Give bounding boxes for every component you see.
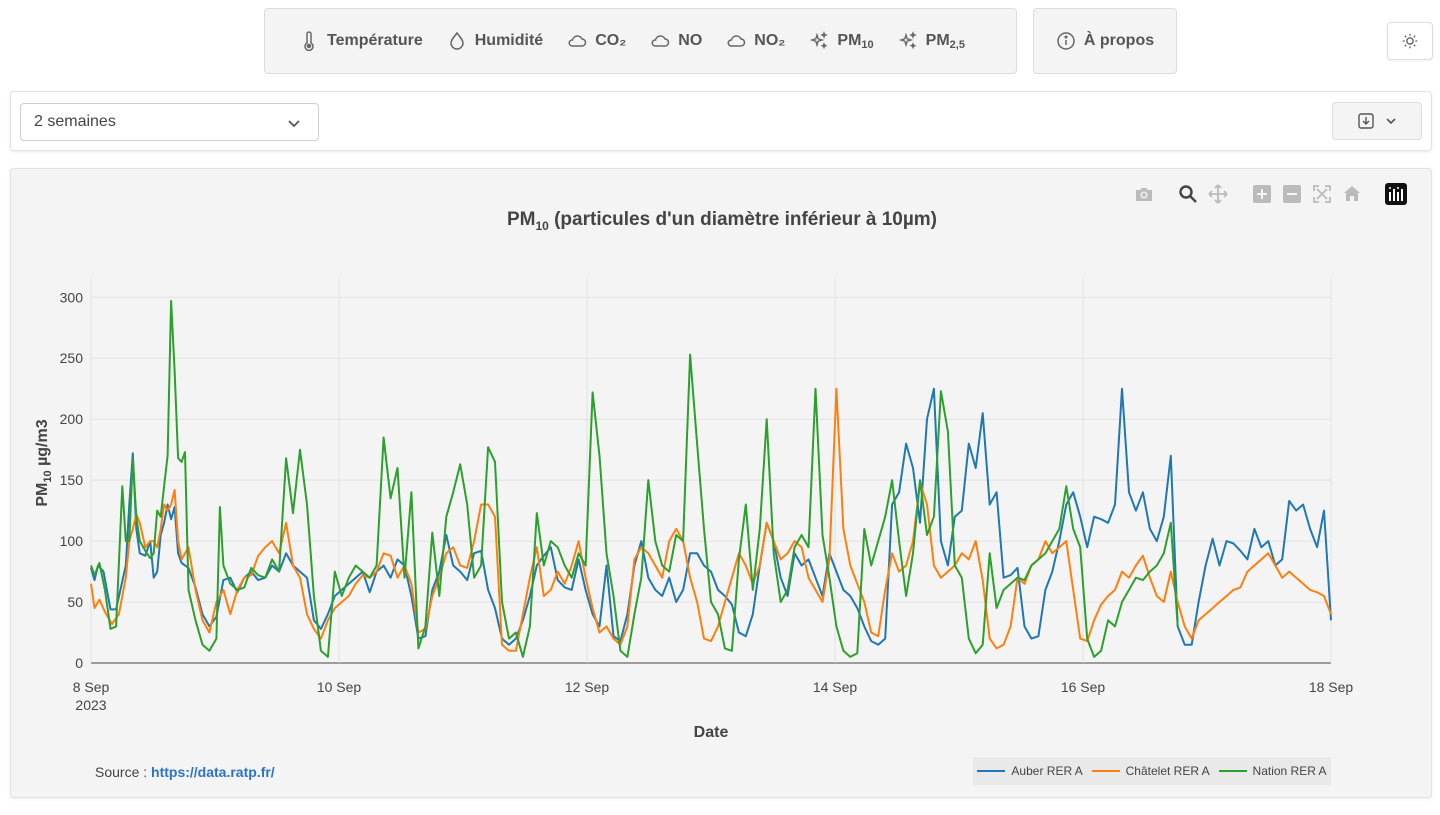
- sparkles-icon: [898, 31, 917, 50]
- y-tick-label: 0: [75, 655, 83, 671]
- y-axis-label: PM10 µg/m3: [34, 419, 54, 506]
- about-button[interactable]: À propos: [1033, 8, 1177, 74]
- x-tick-label: 14 Sep: [813, 679, 858, 695]
- cloud-icon: [651, 35, 670, 47]
- y-axis-label-sub: 10: [42, 470, 54, 482]
- nav-item-sub: 10: [861, 38, 874, 51]
- nav-item-no[interactable]: NO: [638, 21, 714, 61]
- zoom-in-icon[interactable]: [1251, 183, 1273, 205]
- y-axis-label-rest: µg/m3: [34, 419, 51, 470]
- zoom-out-icon[interactable]: [1281, 183, 1303, 205]
- chevron-down-icon: [1386, 118, 1396, 125]
- autoscale-icon[interactable]: [1311, 183, 1333, 205]
- chart-title-main: PM: [506, 209, 536, 230]
- y-tick-label: 50: [67, 594, 83, 610]
- thermometer-icon: [304, 31, 314, 51]
- period-select-value: 2 semaines: [34, 113, 116, 130]
- source-note: Source : https://data.ratp.fr/: [95, 764, 275, 780]
- cloud-icon: [727, 35, 746, 47]
- legend-item-auber[interactable]: Auber RER A: [977, 764, 1083, 778]
- chart-modebar: [1133, 183, 1407, 205]
- nav-item-label: NO: [678, 32, 703, 49]
- legend-item-chatelet[interactable]: Châtelet RER A: [1091, 764, 1210, 778]
- pm10-line-chart[interactable]: 0 50 100 150 200 250 300 8 Sep 2023 10 Sep 12 Sep…: [11, 169, 1433, 799]
- info-icon: [1057, 32, 1075, 50]
- nav-item-co2[interactable]: CO₂: [555, 21, 638, 61]
- sparkles-icon: [810, 31, 829, 50]
- x-tick-label: 8 Sep: [73, 679, 110, 695]
- droplet-icon: [449, 31, 464, 50]
- chart-legend: Auber RER A Châtelet RER A Nation RER A: [973, 757, 1331, 785]
- series-line-auber-rer-a: [90, 387, 1332, 646]
- nav-item-label: Humidité: [474, 32, 544, 49]
- legend-swatch: [1218, 770, 1247, 772]
- x-tick-label-year: 2023: [75, 697, 106, 713]
- chart-title: PM10 (particules d'un diamètre inférieur…: [11, 209, 1433, 233]
- source-link[interactable]: https://data.ratp.fr/: [151, 764, 275, 780]
- pollutant-nav: Température Humidité CO₂ NO NO₂ PM10 PM2…: [264, 8, 1017, 74]
- about-label: À propos: [1083, 32, 1155, 49]
- y-axis-label-main: PM: [34, 483, 51, 507]
- theme-toggle-button[interactable]: [1387, 22, 1433, 60]
- nav-item-pm25[interactable]: PM2,5: [886, 21, 977, 61]
- legend-item-nation[interactable]: Nation RER A: [1218, 764, 1327, 778]
- nav-item-humidity[interactable]: Humidité: [435, 21, 555, 61]
- chart-title-rest: (particules d'un diamètre inférieur à 10…: [548, 209, 938, 230]
- y-tick-label: 300: [60, 289, 84, 305]
- home-icon[interactable]: [1341, 183, 1363, 205]
- legend-swatch: [977, 770, 1006, 772]
- nav-item-label: CO₂: [595, 32, 627, 49]
- series-line-ch-telet-rer-a: [90, 387, 1332, 652]
- cloud-icon: [568, 35, 587, 47]
- x-tick-label: 18 Sep: [1309, 679, 1354, 695]
- chart-grid: [90, 279, 1332, 664]
- legend-swatch: [1091, 770, 1120, 772]
- plotly-logo-icon[interactable]: [1385, 183, 1407, 205]
- y-tick-label: 150: [60, 472, 84, 488]
- download-icon: [1358, 113, 1374, 129]
- nav-item-no2[interactable]: NO₂: [714, 21, 797, 61]
- nav-item-pm10[interactable]: PM10: [797, 21, 885, 61]
- sun-icon: [1402, 33, 1418, 49]
- zoom-icon[interactable]: [1177, 183, 1199, 205]
- pan-icon[interactable]: [1207, 183, 1229, 205]
- chart-card: PM10 (particules d'un diamètre inférieur…: [10, 168, 1432, 798]
- download-button[interactable]: [1332, 102, 1422, 140]
- chevron-down-icon: [288, 120, 300, 128]
- x-tick-label: 16 Sep: [1061, 679, 1106, 695]
- y-tick-label: 200: [60, 411, 84, 427]
- controls-bar: 2 semaines: [10, 91, 1432, 151]
- chart-title-sub: 10: [535, 218, 549, 233]
- y-tick-label: 100: [60, 533, 84, 549]
- nav-item-label: PM: [925, 31, 950, 49]
- nav-item-label: Température: [327, 32, 423, 49]
- x-axis-label: Date: [694, 724, 729, 741]
- legend-label: Châtelet RER A: [1125, 764, 1210, 778]
- nav-item-sub: 2,5: [949, 38, 965, 51]
- nav-item-label: PM: [837, 31, 862, 49]
- y-tick-label: 250: [60, 350, 84, 366]
- x-axis-ticks: 8 Sep 2023 10 Sep 12 Sep 14 Sep 16 Sep 18 Sep: [73, 679, 1354, 713]
- period-select[interactable]: 2 semaines: [20, 103, 319, 141]
- series-line-nation-rer-a: [90, 299, 1179, 658]
- chart-series: [90, 299, 1332, 658]
- camera-icon[interactable]: [1133, 183, 1155, 205]
- source-label: Source :: [95, 764, 152, 780]
- x-tick-label: 10 Sep: [317, 679, 362, 695]
- legend-label: Auber RER A: [1011, 764, 1083, 778]
- nav-item-label: NO₂: [754, 32, 786, 49]
- x-tick-label: 12 Sep: [565, 679, 610, 695]
- nav-item-temperature[interactable]: Température: [287, 21, 435, 61]
- y-axis-ticks: 0 50 100 150 200 250 300: [60, 289, 84, 671]
- legend-label: Nation RER A: [1252, 764, 1327, 778]
